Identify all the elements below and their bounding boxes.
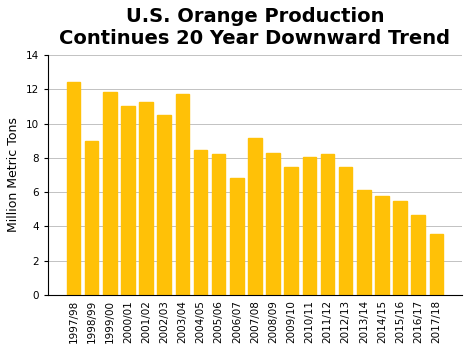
Bar [103,92,116,295]
Bar [284,167,298,295]
Bar [393,201,407,295]
Bar [175,94,189,295]
Bar [430,234,443,295]
Bar [248,138,262,295]
Bar [158,115,171,295]
Bar [303,157,316,295]
Bar [230,177,243,295]
Bar [339,167,353,295]
Bar [375,196,389,295]
Bar [85,141,98,295]
Bar [357,190,371,295]
Bar [321,154,334,295]
Bar [411,215,425,295]
Bar [121,106,135,295]
Bar [266,153,280,295]
Title: U.S. Orange Production
Continues 20 Year Downward Trend: U.S. Orange Production Continues 20 Year… [60,7,450,48]
Y-axis label: Million Metric Tons: Million Metric Tons [7,118,20,232]
Bar [139,102,153,295]
Bar [194,150,207,295]
Bar [212,154,226,295]
Bar [67,82,80,295]
